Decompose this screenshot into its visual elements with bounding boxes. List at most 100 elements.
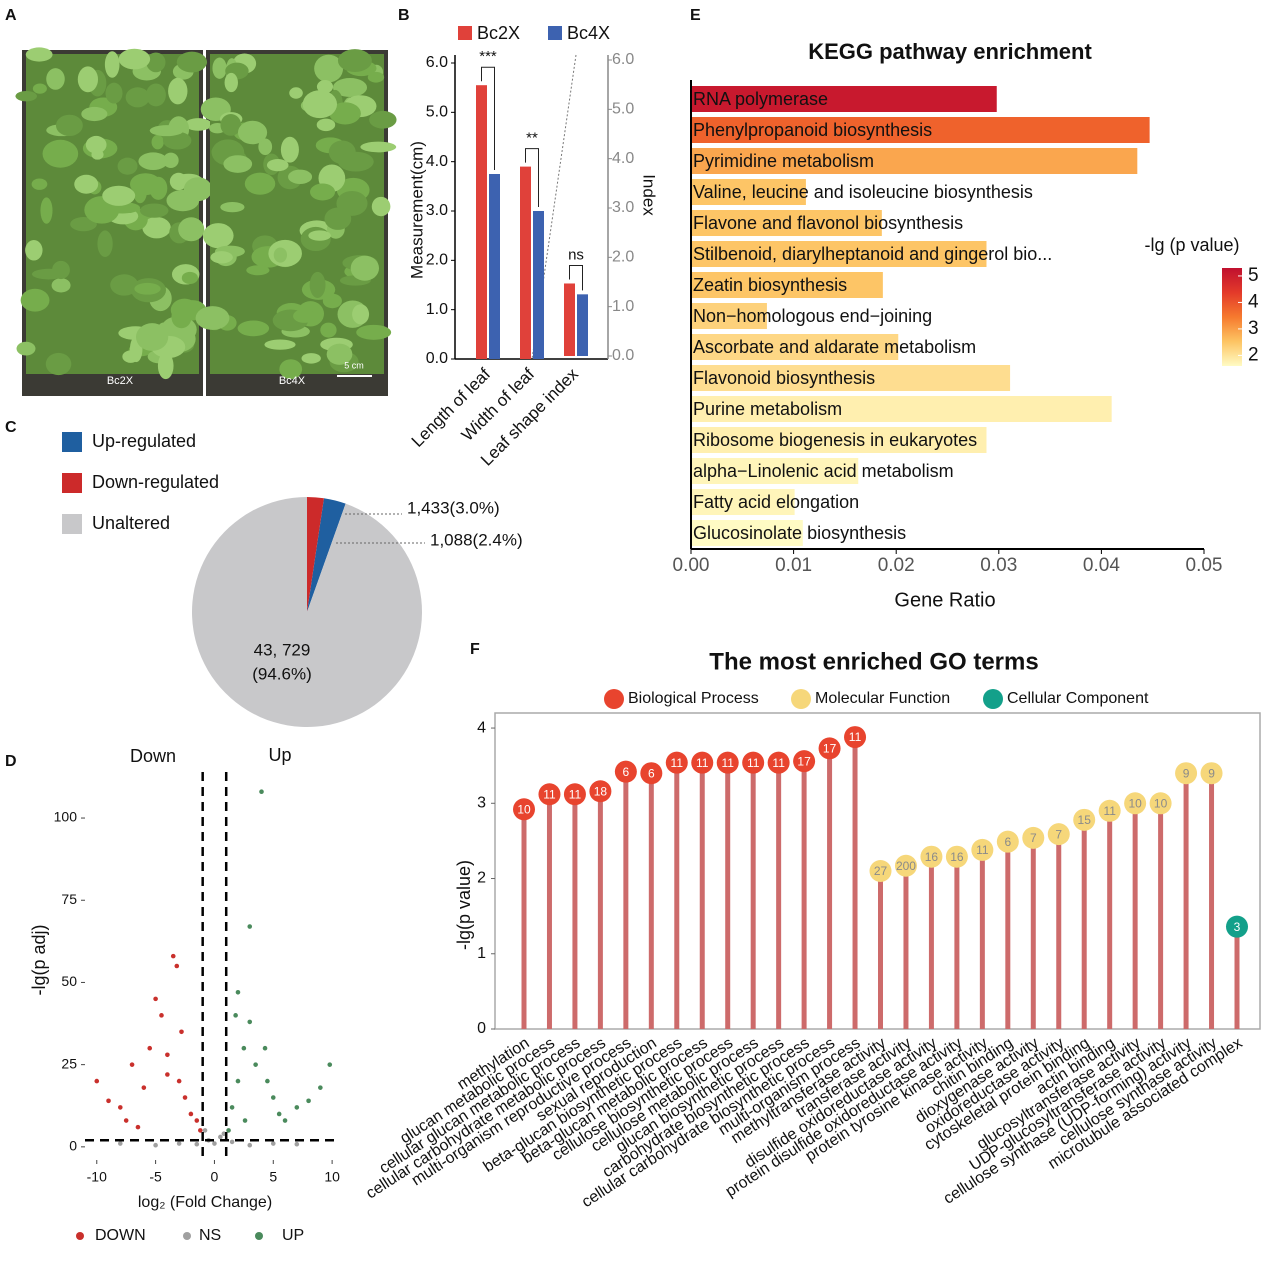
point (235, 990, 241, 995)
point (306, 1098, 311, 1104)
leaf (369, 110, 397, 129)
dot (614, 760, 637, 783)
dot (869, 860, 892, 882)
count-label: 16 (925, 850, 939, 864)
count-label: 11 (772, 756, 785, 770)
leaf (184, 118, 212, 131)
bar (691, 210, 882, 236)
bar (691, 334, 899, 360)
bar (691, 396, 1112, 422)
y2-tick-label: 5.0 (612, 101, 634, 118)
bar-label: Phenylpropanoid biosynthesis (693, 120, 932, 140)
legend-label: Bc2X (477, 23, 520, 43)
separator (531, 54, 577, 360)
leaf (20, 288, 50, 312)
point (174, 963, 180, 969)
point (165, 1052, 170, 1058)
x-tick-label: 0 (211, 1169, 219, 1185)
leaf (137, 334, 154, 349)
bar (691, 427, 987, 453)
pie-slice (307, 498, 346, 612)
dot (665, 751, 688, 774)
count-label: 6 (623, 765, 630, 779)
y-tick-label: 75 (61, 891, 77, 907)
leaf (168, 77, 188, 105)
leaf (32, 83, 47, 94)
bar (691, 489, 795, 515)
legend-label: Up-regulated (92, 431, 196, 451)
legend-label: Unaltered (92, 513, 170, 533)
x-tick-label: 5 (269, 1169, 277, 1185)
x-tick-label: 0.03 (980, 555, 1017, 576)
colorbar-tick-label: 5 (1248, 265, 1259, 286)
bar (489, 174, 500, 359)
leaf (25, 240, 43, 261)
x-tick-label: 0.04 (1083, 555, 1120, 576)
count-label: 200 (896, 859, 916, 873)
point (118, 1141, 123, 1146)
count-label: 9 (1208, 766, 1215, 780)
x-tick-label: 0.00 (673, 555, 710, 576)
point (270, 1141, 276, 1146)
y-tick-label: 3.0 (426, 202, 448, 219)
count-label: 11 (1103, 804, 1116, 818)
value-label: 1,433(3.0%) (407, 498, 500, 517)
point (265, 1078, 270, 1084)
leaf (237, 320, 270, 337)
count-label: 3 (1234, 920, 1241, 934)
y-tick-label: 100 (54, 809, 78, 825)
bar (691, 365, 1011, 391)
leaf (329, 102, 361, 125)
point (94, 1078, 100, 1084)
bar (520, 166, 531, 359)
dot (971, 838, 994, 861)
legend-label: DOWN (95, 1227, 146, 1244)
bar-label: alpha−Linolenic acid metabolism (693, 461, 954, 481)
value-label: 43, 729 (254, 640, 311, 659)
chart-title: The most enriched GO terms (709, 648, 1038, 675)
significance-label: ns (568, 246, 584, 263)
legend-label: NS (199, 1227, 221, 1244)
leaf (31, 178, 48, 190)
leaf (52, 260, 70, 280)
panel-label: F (470, 641, 480, 658)
leaf (316, 118, 336, 132)
bar-label: Glucosinolate biosynthesis (693, 523, 906, 543)
dot (1149, 792, 1172, 815)
y2-tick-label: 6.0 (612, 51, 634, 68)
point (194, 1118, 200, 1123)
colorbar (1222, 268, 1242, 366)
point (229, 1105, 235, 1110)
leaf (264, 339, 296, 350)
y-tick-label: 6.0 (426, 54, 448, 71)
bar (691, 303, 767, 329)
leaf (195, 306, 230, 330)
colorbar-tick-label: 4 (1248, 291, 1259, 312)
bar-label: Fatty acid elongation (693, 492, 859, 512)
legend-swatch (62, 432, 82, 452)
leaf (324, 207, 352, 230)
leaf (337, 151, 374, 172)
bar (691, 148, 1138, 174)
dot (513, 798, 535, 821)
point (165, 1072, 170, 1077)
dot (920, 845, 943, 868)
point (235, 1078, 241, 1084)
leaf (74, 174, 99, 194)
colorbar-tick-label: 2 (1248, 344, 1259, 365)
count-label: 17 (823, 742, 837, 756)
point (247, 1142, 253, 1148)
leaf (122, 350, 139, 363)
y-axis-title: Measurement(cm) (407, 141, 426, 279)
y-tick-label: 1.0 (426, 301, 448, 318)
y2-tick-label: 1.0 (612, 298, 634, 315)
point (153, 996, 158, 1002)
leaf (171, 305, 192, 329)
leaf (142, 216, 171, 239)
chart-title: KEGG pathway enrichment (808, 39, 1092, 64)
leaf (210, 251, 233, 264)
bar (691, 86, 997, 112)
leaf (223, 155, 253, 173)
legend-swatch (548, 26, 562, 40)
